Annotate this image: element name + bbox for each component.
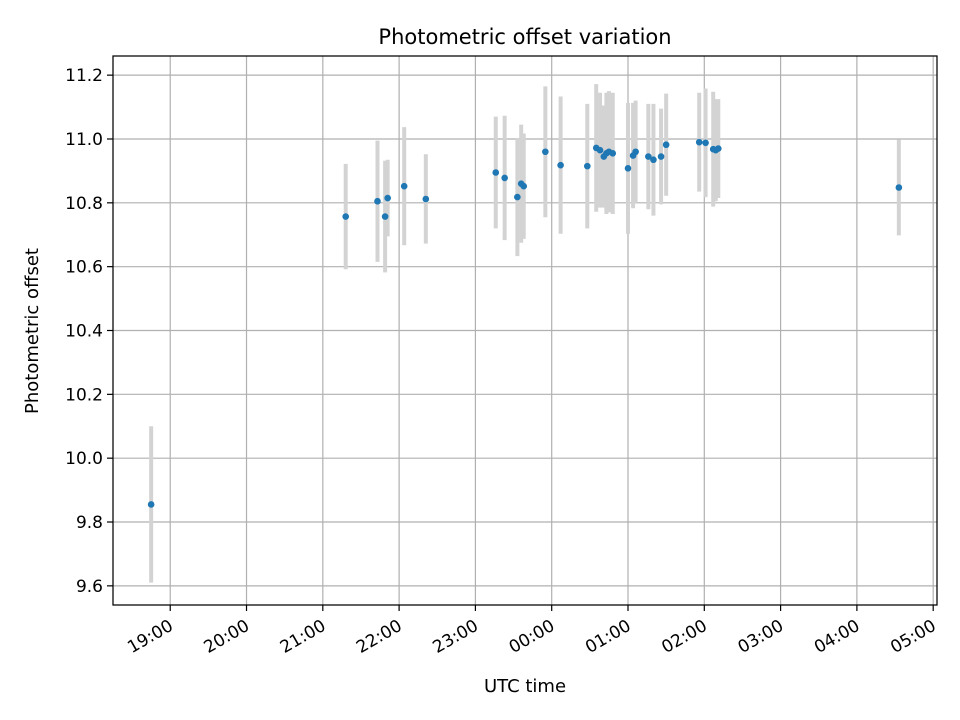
data-point — [514, 193, 521, 201]
data-point — [342, 213, 350, 220]
data-point — [147, 501, 155, 508]
y-axis-label: Photometric offset — [22, 248, 43, 414]
data-point — [384, 194, 391, 202]
y-tick-label: 10.0 — [65, 449, 103, 469]
y-tick-label: 11.2 — [65, 66, 103, 86]
y-tick-label: 10.8 — [65, 194, 103, 214]
data-point — [492, 169, 500, 176]
data-point — [624, 165, 632, 172]
y-tick-label: 11.0 — [65, 130, 103, 150]
data-point — [650, 156, 657, 164]
data-point — [632, 148, 639, 156]
data-point — [400, 182, 408, 190]
data-point — [501, 174, 508, 182]
data-point — [381, 213, 389, 220]
y-tick-label: 10.4 — [65, 322, 103, 342]
data-points — [147, 138, 903, 508]
y-tick-label: 9.8 — [76, 513, 103, 533]
chart-title: Photometric offset variation — [378, 25, 671, 49]
data-point — [374, 197, 381, 205]
y-tick-label: 10.2 — [65, 385, 103, 405]
data-point — [702, 139, 709, 147]
y-tick-label: 9.6 — [76, 577, 103, 597]
data-point — [714, 145, 722, 152]
data-point — [695, 138, 703, 146]
data-point — [895, 184, 903, 191]
data-point — [645, 153, 652, 160]
y-tick-label: 10.6 — [65, 258, 103, 278]
data-point — [584, 162, 591, 170]
data-point — [596, 146, 604, 154]
data-point — [520, 182, 528, 190]
data-point — [657, 153, 665, 160]
data-point — [557, 161, 564, 169]
data-point — [609, 150, 617, 157]
data-point — [662, 141, 670, 149]
data-point — [542, 148, 549, 156]
data-point — [422, 195, 430, 203]
x-axis-label: UTC time — [484, 676, 566, 697]
